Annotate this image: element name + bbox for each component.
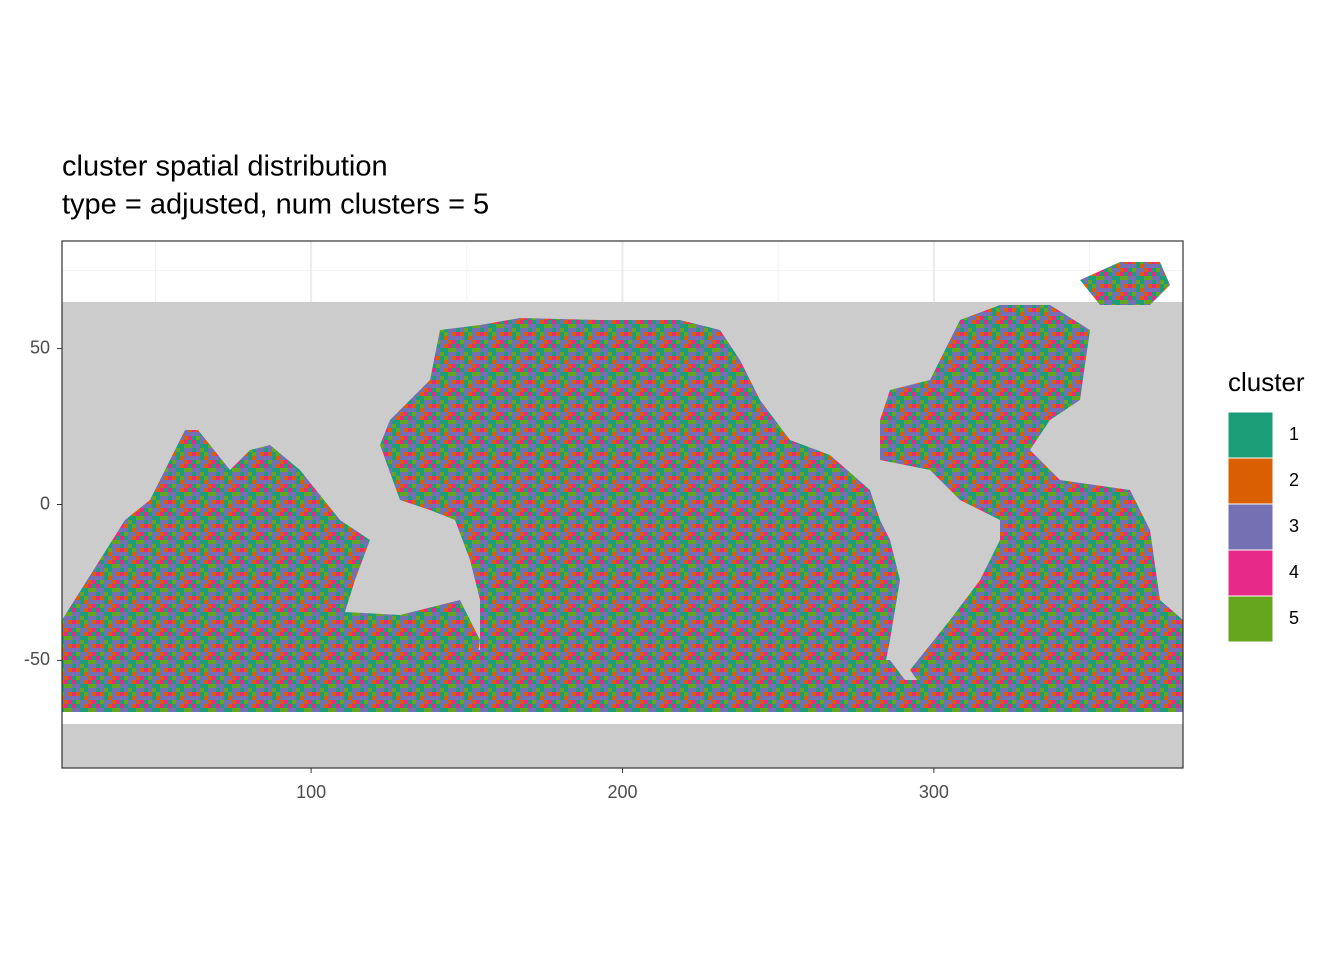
arctic-patch (1080, 262, 1170, 305)
legend-label: 5 (1289, 608, 1299, 628)
legend-key (1227, 457, 1274, 505)
legend-key (1227, 503, 1274, 551)
legend-title: cluster (1228, 367, 1305, 397)
legend-key (1227, 595, 1274, 643)
legend-key (1227, 549, 1274, 597)
y-tick-label: -50 (24, 649, 50, 669)
legend-label: 3 (1289, 516, 1299, 536)
ice-edge (62, 712, 1183, 724)
map (62, 262, 1183, 768)
chart-title: cluster spatial distribution (62, 151, 388, 183)
chart-subtitle: type = adjusted, num clusters = 5 (62, 189, 489, 221)
y-tick-label: 50 (30, 337, 50, 357)
pacific-ocean (380, 318, 900, 712)
x-tick-label: 200 (607, 782, 637, 802)
y-tick-label: 0 (40, 493, 50, 513)
legend-label: 1 (1289, 424, 1299, 444)
legend-label: 4 (1289, 562, 1299, 582)
southern-ocean (62, 640, 1183, 712)
x-tick-label: 100 (296, 782, 326, 802)
atlantic-ocean (880, 305, 1183, 712)
legend-label: 2 (1289, 470, 1299, 490)
indian-ocean (62, 430, 480, 705)
legend-key (1227, 411, 1274, 459)
x-tick-label: 300 (919, 782, 949, 802)
